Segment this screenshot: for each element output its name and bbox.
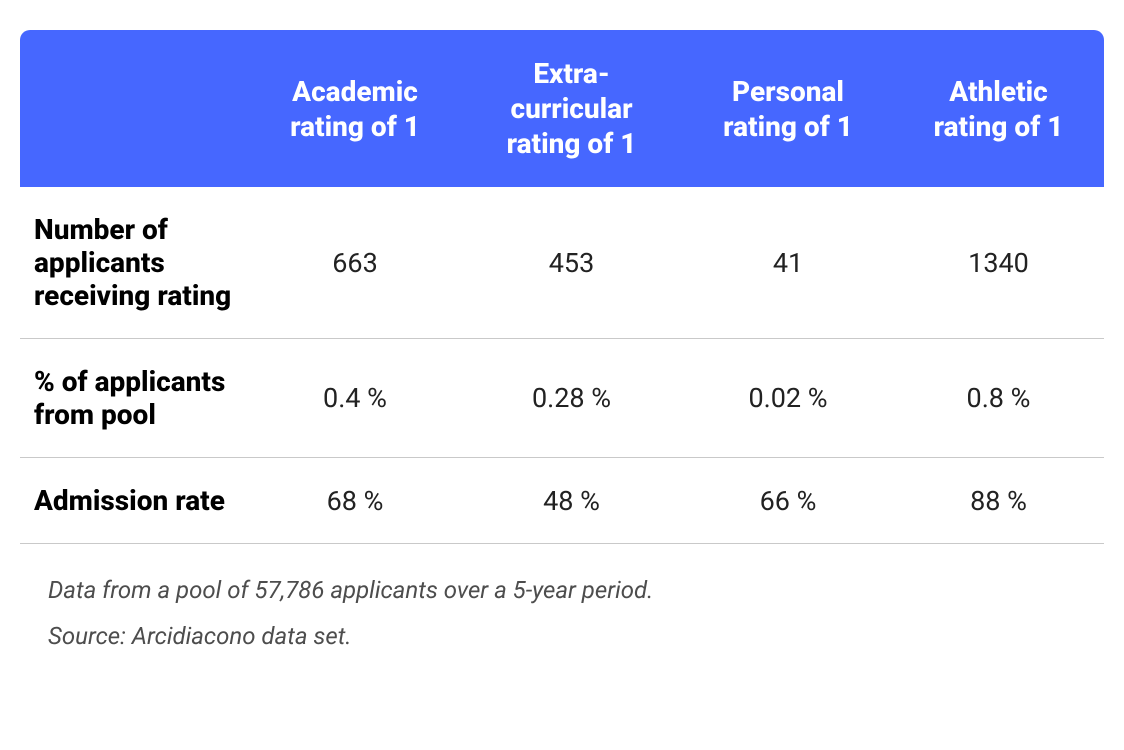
cell-value: 0.28 %: [460, 339, 683, 458]
row-label-applicant-count: Number of applicants receiving rating: [20, 187, 250, 339]
cell-value: 48 %: [460, 458, 683, 544]
cell-value: 88 %: [893, 458, 1104, 544]
col-header-academic: Academic rating of 1: [250, 30, 460, 187]
header-spacer: [20, 30, 250, 187]
table-row: Admission rate 68 % 48 % 66 % 88 %: [20, 458, 1104, 544]
table-row: % of applicants from pool 0.4 % 0.28 % 0…: [20, 339, 1104, 458]
table-row: Number of applicants receiving rating 66…: [20, 187, 1104, 339]
table-header-row: Academic rating of 1 Extra-curricular ra…: [20, 30, 1104, 187]
cell-value: 453: [460, 187, 683, 339]
ratings-table: Academic rating of 1 Extra-curricular ra…: [20, 30, 1104, 544]
cell-value: 41: [683, 187, 893, 339]
cell-value: 0.8 %: [893, 339, 1104, 458]
footnote-line-2: Source: Arcidiacono data set.: [48, 614, 1090, 660]
row-label-percent-pool: % of applicants from pool: [20, 339, 250, 458]
cell-value: 0.4 %: [250, 339, 460, 458]
col-header-personal: Personal rating of 1: [683, 30, 893, 187]
cell-value: 68 %: [250, 458, 460, 544]
cell-value: 663: [250, 187, 460, 339]
footnotes: Data from a pool of 57,786 applicants ov…: [20, 544, 1104, 659]
cell-value: 66 %: [683, 458, 893, 544]
table-container: Academic rating of 1 Extra-curricular ra…: [0, 0, 1124, 679]
col-header-extracurricular: Extra-curricular rating of 1: [460, 30, 683, 187]
col-header-athletic: Athletic rating of 1: [893, 30, 1104, 187]
cell-value: 1340: [893, 187, 1104, 339]
footnote-line-1: Data from a pool of 57,786 applicants ov…: [48, 568, 1090, 614]
cell-value: 0.02 %: [683, 339, 893, 458]
row-label-admission-rate: Admission rate: [20, 458, 250, 544]
